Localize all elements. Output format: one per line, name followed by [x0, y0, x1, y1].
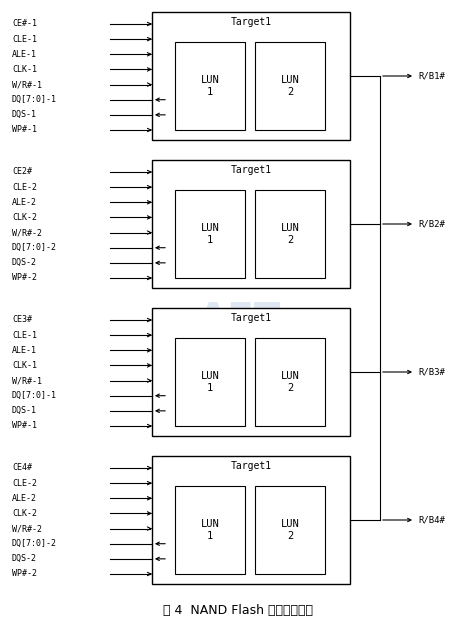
Text: LUN
2: LUN 2 [280, 519, 299, 541]
Text: DQS-1: DQS-1 [12, 406, 37, 415]
Text: CLK-1: CLK-1 [12, 65, 37, 74]
Text: W/R#-2: W/R#-2 [12, 228, 42, 237]
Text: ALE-2: ALE-2 [12, 494, 37, 503]
Text: LUN
1: LUN 1 [200, 519, 219, 541]
Text: AET: AET [198, 301, 281, 339]
Bar [152, 160, 349, 288]
Bar [255, 486, 324, 574]
Text: ALE-1: ALE-1 [12, 345, 37, 355]
Text: CLE-2: CLE-2 [12, 182, 37, 192]
Bar [175, 190, 245, 278]
Text: R/B4#: R/B4# [417, 515, 444, 525]
Text: WP#-2: WP#-2 [12, 273, 37, 283]
Text: LUN
1: LUN 1 [200, 371, 219, 393]
Text: CLK-2: CLK-2 [12, 213, 37, 222]
Bar [152, 456, 349, 584]
Bar [175, 42, 245, 130]
Text: WP#-1: WP#-1 [12, 421, 37, 431]
Text: DQ[7:0]-2: DQ[7:0]-2 [12, 539, 57, 548]
Text: DQ[7:0]-1: DQ[7:0]-1 [12, 95, 57, 104]
Text: CE4#: CE4# [12, 463, 32, 473]
Text: DQ[7:0]-1: DQ[7:0]-1 [12, 391, 57, 400]
Text: ALE-1: ALE-1 [12, 50, 37, 59]
Text: CE3#: CE3# [12, 315, 32, 325]
Text: Target1: Target1 [230, 461, 271, 471]
Text: LUN
2: LUN 2 [280, 75, 299, 97]
Text: www.ChinaAET.com: www.ChinaAET.com [165, 340, 314, 356]
Text: R/B1#: R/B1# [417, 71, 444, 80]
Text: WP#-2: WP#-2 [12, 569, 37, 579]
Text: WP#-1: WP#-1 [12, 125, 37, 135]
Text: DQS-2: DQS-2 [12, 258, 37, 267]
Text: W/R#-1: W/R#-1 [12, 80, 42, 89]
Text: LUN
2: LUN 2 [280, 223, 299, 245]
Text: LUN
1: LUN 1 [200, 223, 219, 245]
Text: DQS-2: DQS-2 [12, 554, 37, 563]
Text: CLK-1: CLK-1 [12, 361, 37, 370]
Bar [175, 338, 245, 426]
Text: Target1: Target1 [230, 313, 271, 323]
Text: DQS-1: DQS-1 [12, 110, 37, 119]
Text: CLE-1: CLE-1 [12, 34, 37, 44]
Text: CLE-1: CLE-1 [12, 330, 37, 340]
Text: LUN
1: LUN 1 [200, 75, 219, 97]
Text: R/B3#: R/B3# [417, 367, 444, 376]
Text: ALE-2: ALE-2 [12, 198, 37, 207]
Text: CLE-2: CLE-2 [12, 478, 37, 488]
Text: R/B2#: R/B2# [417, 219, 444, 228]
Text: 图 4  NAND Flash 芯片存储结构: 图 4 NAND Flash 芯片存储结构 [163, 604, 312, 616]
Text: Target1: Target1 [230, 165, 271, 175]
Bar [152, 308, 349, 436]
Bar [255, 190, 324, 278]
Bar [152, 12, 349, 140]
Text: LUN
2: LUN 2 [280, 371, 299, 393]
Bar [255, 338, 324, 426]
Text: DQ[7:0]-2: DQ[7:0]-2 [12, 243, 57, 252]
Text: W/R#-2: W/R#-2 [12, 524, 42, 533]
Text: W/R#-1: W/R#-1 [12, 376, 42, 385]
Bar [255, 42, 324, 130]
Text: CLK-2: CLK-2 [12, 509, 37, 518]
Bar [175, 486, 245, 574]
Text: CE2#: CE2# [12, 167, 32, 176]
Text: CE#-1: CE#-1 [12, 19, 37, 28]
Text: Target1: Target1 [230, 17, 271, 27]
